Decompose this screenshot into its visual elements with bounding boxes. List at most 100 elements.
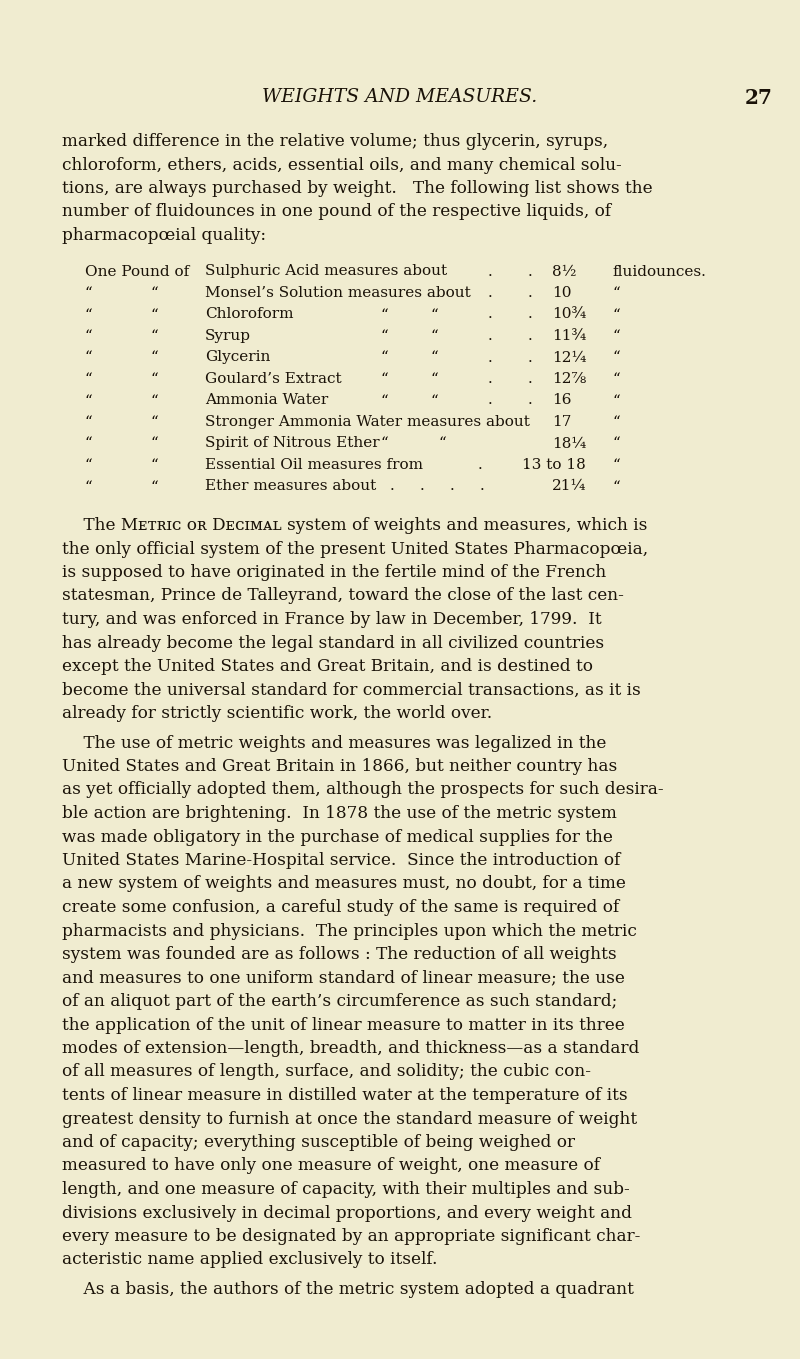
Text: “: “ [150, 436, 158, 450]
Text: “: “ [612, 351, 620, 364]
Text: “: “ [612, 372, 620, 386]
Text: .: . [478, 458, 482, 472]
Text: pharmacopœial quality:: pharmacopœial quality: [62, 227, 266, 245]
Text: “: “ [430, 307, 438, 322]
Text: .: . [528, 351, 533, 364]
Text: Ammonia Water: Ammonia Water [205, 394, 328, 408]
Text: chloroform, ethers, acids, essential oils, and many chemical solu-: chloroform, ethers, acids, essential oil… [62, 156, 622, 174]
Text: WEIGHTS AND MEASURES.: WEIGHTS AND MEASURES. [262, 88, 538, 106]
Text: system was founded are as follows : The reduction of all weights: system was founded are as follows : The … [62, 946, 617, 964]
Text: Ether measures about: Ether measures about [205, 480, 376, 493]
Text: “: “ [85, 285, 93, 300]
Text: .: . [450, 480, 454, 493]
Text: “: “ [85, 351, 93, 364]
Text: “: “ [85, 436, 93, 450]
Text: .: . [488, 351, 493, 364]
Text: Glycerin: Glycerin [205, 351, 270, 364]
Text: become the universal standard for commercial transactions, as it is: become the universal standard for commer… [62, 681, 641, 699]
Text: “: “ [150, 307, 158, 322]
Text: “: “ [85, 307, 93, 322]
Text: Syrup: Syrup [205, 329, 251, 342]
Text: “: “ [430, 351, 438, 364]
Text: ble action are brightening.  In 1878 the use of the metric system: ble action are brightening. In 1878 the … [62, 805, 617, 822]
Text: As a basis, the authors of the metric system adopted a quadrant: As a basis, the authors of the metric sy… [62, 1282, 634, 1298]
Text: divisions exclusively in decimal proportions, and every weight and: divisions exclusively in decimal proport… [62, 1204, 632, 1222]
Text: “: “ [85, 329, 93, 342]
Text: “: “ [380, 394, 388, 408]
Text: tury, and was enforced in France by law in December, 1799.  It: tury, and was enforced in France by law … [62, 612, 602, 628]
Text: fluidounces.: fluidounces. [612, 265, 706, 279]
Text: .: . [528, 265, 533, 279]
Text: United States and Great Britain in 1866, but neither country has: United States and Great Britain in 1866,… [62, 758, 618, 775]
Text: .: . [420, 480, 425, 493]
Text: “: “ [380, 307, 388, 322]
Text: “: “ [612, 285, 620, 300]
Text: “: “ [85, 458, 93, 472]
Text: tions, are always purchased by weight.   The following list shows the: tions, are always purchased by weight. T… [62, 179, 653, 197]
Text: 18¼: 18¼ [552, 436, 586, 450]
Text: was made obligatory in the purchase of medical supplies for the: was made obligatory in the purchase of m… [62, 829, 613, 845]
Text: “: “ [150, 372, 158, 386]
Text: The use of metric weights and measures was legalized in the: The use of metric weights and measures w… [62, 734, 606, 752]
Text: .: . [488, 329, 493, 342]
Text: and of capacity; everything susceptible of being weighed or: and of capacity; everything susceptible … [62, 1133, 575, 1151]
Text: has already become the legal standard in all civilized countries: has already become the legal standard in… [62, 635, 604, 651]
Text: “: “ [612, 414, 620, 429]
Text: .: . [488, 265, 493, 279]
Text: statesman, Prince de Talleyrand, toward the close of the last cen-: statesman, Prince de Talleyrand, toward … [62, 587, 624, 605]
Text: “: “ [150, 285, 158, 300]
Text: “: “ [612, 307, 620, 322]
Text: .: . [488, 372, 493, 386]
Text: already for strictly scientific work, the world over.: already for strictly scientific work, th… [62, 705, 492, 722]
Text: greatest density to furnish at once the standard measure of weight: greatest density to furnish at once the … [62, 1110, 637, 1128]
Text: .: . [525, 458, 530, 472]
Text: Essential Oil measures from: Essential Oil measures from [205, 458, 423, 472]
Text: .: . [480, 480, 485, 493]
Text: .: . [528, 394, 533, 408]
Text: “: “ [612, 394, 620, 408]
Text: “: “ [380, 436, 388, 450]
Text: 27: 27 [745, 88, 773, 107]
Text: “: “ [85, 480, 93, 493]
Text: “: “ [612, 436, 620, 450]
Text: 10: 10 [552, 285, 571, 300]
Text: as yet officially adopted them, although the prospects for such desira-: as yet officially adopted them, although… [62, 781, 664, 799]
Text: number of fluidounces in one pound of the respective liquids, of: number of fluidounces in one pound of th… [62, 204, 611, 220]
Text: every measure to be designated by an appropriate significant char-: every measure to be designated by an app… [62, 1229, 640, 1245]
Text: .: . [488, 285, 493, 300]
Text: “: “ [150, 414, 158, 429]
Text: “: “ [612, 480, 620, 493]
Text: 8½: 8½ [552, 265, 577, 279]
Text: .: . [488, 394, 493, 408]
Text: .: . [528, 307, 533, 322]
Text: “: “ [85, 394, 93, 408]
Text: pharmacists and physicians.  The principles upon which the metric: pharmacists and physicians. The principl… [62, 923, 637, 939]
Text: 12⅞: 12⅞ [552, 372, 586, 386]
Text: .: . [488, 307, 493, 322]
Text: 17: 17 [552, 414, 571, 429]
Text: marked difference in the relative volume; thus glycerin, syrups,: marked difference in the relative volume… [62, 133, 608, 149]
Text: Goulard’s Extract: Goulard’s Extract [205, 372, 342, 386]
Text: .: . [390, 480, 394, 493]
Text: “: “ [150, 458, 158, 472]
Text: Chloroform: Chloroform [205, 307, 294, 322]
Text: “: “ [85, 414, 93, 429]
Text: “: “ [380, 372, 388, 386]
Text: is supposed to have originated in the fertile mind of the French: is supposed to have originated in the fe… [62, 564, 606, 582]
Text: Spirit of Nitrous Ether: Spirit of Nitrous Ether [205, 436, 380, 450]
Text: “: “ [150, 329, 158, 342]
Text: United States Marine-Hospital service.  Since the introduction of: United States Marine-Hospital service. S… [62, 852, 620, 868]
Text: “: “ [150, 480, 158, 493]
Text: The Mᴇᴛʀɪᴄ ᴏʀ Dᴇᴄɪᴍᴀʟ system of weights and measures, which is: The Mᴇᴛʀɪᴄ ᴏʀ Dᴇᴄɪᴍᴀʟ system of weights … [62, 516, 647, 534]
Text: a new system of weights and measures must, no doubt, for a time: a new system of weights and measures mus… [62, 875, 626, 893]
Text: “: “ [150, 394, 158, 408]
Text: Stronger Ammonia Water measures about: Stronger Ammonia Water measures about [205, 414, 530, 429]
Text: acteristic name applied exclusively to itself.: acteristic name applied exclusively to i… [62, 1252, 438, 1268]
Text: .: . [528, 372, 533, 386]
Text: Sulphuric Acid measures about: Sulphuric Acid measures about [205, 265, 447, 279]
Text: modes of extension—length, breadth, and thickness—as a standard: modes of extension—length, breadth, and … [62, 1040, 639, 1057]
Text: “: “ [430, 329, 438, 342]
Text: 11¾: 11¾ [552, 329, 586, 342]
Text: “: “ [380, 351, 388, 364]
Text: 16: 16 [552, 394, 571, 408]
